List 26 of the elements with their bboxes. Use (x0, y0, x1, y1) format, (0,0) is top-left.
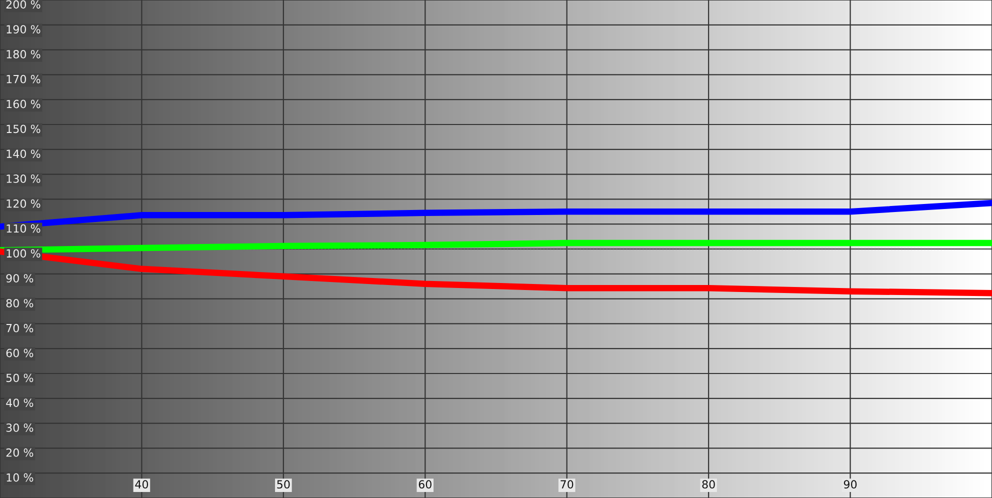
x-tick-label: 50 (277, 480, 290, 489)
y-tick-label: 160 % (6, 100, 40, 108)
y-tick-label: 170 % (6, 74, 40, 84)
y-tick-label: 30 % (6, 423, 34, 432)
y-tick-label: 150 % (6, 124, 40, 134)
y-tick-label: 130 % (6, 174, 40, 183)
y-tick-label: 200 % (6, 0, 40, 9)
y-tick-label: 50 % (6, 374, 34, 382)
x-tick-label: 90 (844, 480, 857, 489)
x-tick-label: 60 (418, 480, 432, 489)
y-tick-label: 100 % (6, 249, 40, 258)
y-tick-label: 190 % (6, 25, 40, 34)
x-tick-label: 40 (135, 480, 148, 489)
y-tick-label: 10 % (6, 473, 34, 482)
y-tick-label: 180 % (6, 50, 40, 58)
y-tick-label: 60 % (6, 348, 34, 358)
y-tick-label: 110 % (6, 224, 40, 233)
y-tick-label: 90 % (6, 274, 34, 282)
y-tick-label: 80 % (6, 298, 34, 308)
y-tick-label: 140 % (6, 150, 40, 158)
y-tick-label: 40 % (6, 398, 34, 407)
x-tick-label: 80 (702, 480, 715, 489)
y-tick-label: 120 % (6, 199, 40, 208)
y-tick-label: 20 % (6, 448, 34, 457)
x-tick-label: 70 (560, 480, 574, 489)
y-tick-label: 70 % (6, 324, 34, 332)
